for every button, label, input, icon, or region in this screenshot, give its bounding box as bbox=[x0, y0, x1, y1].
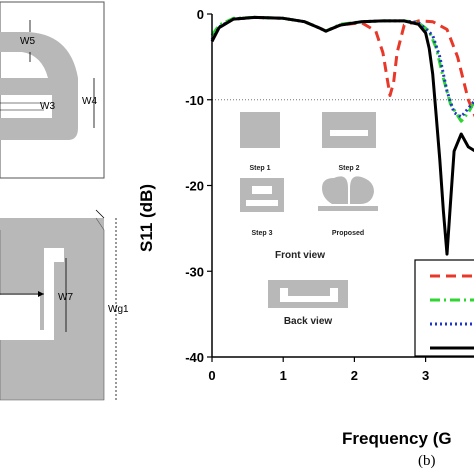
inset-proposed-shape bbox=[322, 176, 374, 204]
w7-label: W7 bbox=[58, 292, 73, 303]
legend-box bbox=[414, 259, 474, 357]
inset-step1-label: Step 1 bbox=[249, 165, 270, 172]
y-tick-label: -10 bbox=[185, 93, 204, 108]
wg1-label: Wg1 bbox=[108, 304, 129, 315]
x-tick-label: 0 bbox=[208, 368, 215, 383]
y-axis-label: S11 (dB) bbox=[137, 184, 156, 252]
inset-step2-label: Step 2 bbox=[338, 165, 359, 172]
antenna-bottom-diagram: W7 Wg1 bbox=[0, 209, 129, 401]
x-tick-label: 3 bbox=[422, 368, 429, 383]
w4-label: W4 bbox=[82, 96, 97, 107]
ground-slot bbox=[0, 248, 64, 340]
panel-label: (b) bbox=[418, 453, 436, 469]
y-tick-label: 0 bbox=[197, 7, 204, 22]
y-tick-label: -30 bbox=[185, 264, 204, 279]
s11-chart: S11 (dB) Frequency (G 0-10-20-30-400 1 2 3 … bbox=[137, 7, 474, 448]
inset-step3-shape bbox=[240, 178, 284, 212]
inset-proposed-label: Proposed bbox=[332, 230, 364, 237]
geometry-inset: Step 1 Step 2 Step 3 Proposed Front view… bbox=[240, 112, 378, 327]
y-tick-label: -20 bbox=[185, 179, 204, 194]
antenna-patch-top bbox=[0, 32, 78, 140]
front-view-label: Front view bbox=[275, 250, 325, 261]
series-group bbox=[210, 15, 474, 256]
antenna-top-diagram: W5 W3 W4 bbox=[0, 1, 105, 179]
y-tick-label: -40 bbox=[185, 350, 204, 365]
inset-step1-shape bbox=[240, 112, 280, 148]
back-view-label: Back view bbox=[284, 316, 333, 327]
tick-group: 0 -10 -20 -30 -40 0 1 2 3 bbox=[185, 7, 429, 383]
series-line-4 bbox=[210, 15, 474, 256]
inset-step3-label: Step 3 bbox=[251, 230, 272, 237]
w3-label: W3 bbox=[40, 101, 55, 112]
inset-step2-shape bbox=[322, 112, 376, 148]
x-tick-label: 1 bbox=[280, 368, 287, 383]
w5-label: W5 bbox=[20, 36, 35, 47]
series-line-3 bbox=[210, 15, 474, 119]
x-axis-label: Frequency (G bbox=[342, 429, 452, 448]
inset-back-shape bbox=[268, 280, 348, 308]
legend bbox=[414, 259, 474, 357]
x-tick-label: 2 bbox=[351, 368, 358, 383]
